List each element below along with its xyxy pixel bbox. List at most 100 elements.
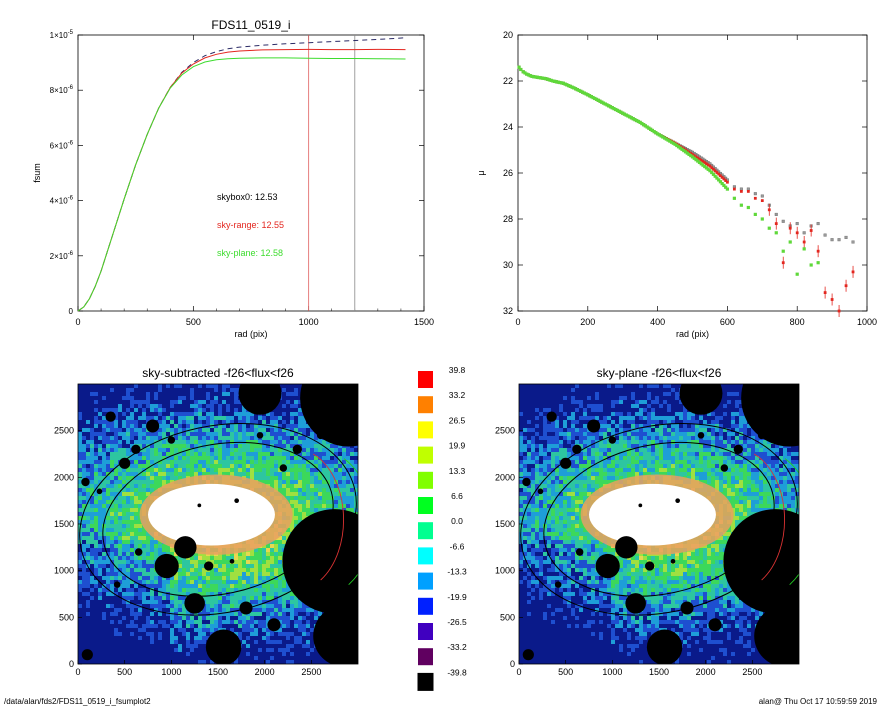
sky-subtracted-pixel [190, 620, 194, 624]
sky-subtracted-pixel [110, 572, 114, 576]
sky-subtracted-pixel [170, 456, 174, 460]
sky-subtracted-pixel [246, 552, 250, 556]
sky-subtracted-pixel [174, 636, 178, 640]
sky-subtracted-pixel [322, 468, 326, 472]
sky-subtracted-pixel [290, 592, 294, 596]
sky-subtracted-pixel [222, 392, 226, 396]
sky-subtracted-pixel [194, 624, 198, 628]
sky-subtracted-pixel [206, 444, 210, 448]
sky-subtracted-pixel [130, 392, 134, 396]
profile-point-red [760, 199, 764, 202]
sky-subtracted-pixel [214, 396, 218, 400]
sky-subtracted-pixel [266, 588, 270, 592]
sky-subtracted-pixel [222, 396, 226, 400]
sky-subtracted-pixel [214, 404, 218, 408]
sky-subtracted-pixel [146, 476, 150, 480]
sky-subtracted-pixel [250, 440, 254, 444]
sky-subtracted-pixel [306, 616, 310, 620]
sky-subtracted-pixel [122, 548, 126, 552]
sky-subtracted-pixel [286, 420, 290, 424]
profile-point-red [746, 190, 750, 193]
sky-subtracted-pixel [102, 476, 106, 480]
sky-subtracted-pixel [270, 468, 274, 472]
sky-subtracted-pixel [282, 620, 286, 624]
sky-subtracted-pixel [258, 552, 262, 556]
sky-subtracted-pixel [122, 536, 126, 540]
sky-subtracted-pixel [78, 464, 82, 468]
sky-subtracted-pixel [158, 544, 162, 548]
sky-subtracted-pixel [114, 624, 118, 628]
sky-subtracted-pixel [138, 480, 142, 484]
sky-subtracted-pixel [258, 600, 262, 604]
sky-subtracted-pixel [162, 432, 166, 436]
sky-subtracted-pixel [294, 516, 298, 520]
sky-subtracted-pixel [190, 612, 194, 616]
profile-point-green [690, 155, 695, 159]
sky-subtracted-pixel [254, 568, 258, 572]
sky-subtracted-pixel [82, 584, 86, 588]
sky-subtracted-pixel [210, 628, 214, 632]
sky-subtracted-pixel [214, 616, 218, 620]
sky-subtracted-pixel [266, 572, 270, 576]
sky-subtracted-pixel [234, 608, 238, 612]
sky-subtracted-pixel [298, 480, 302, 484]
sky-subtracted-pixel [326, 456, 330, 460]
sky-subtracted-pixel [270, 412, 274, 416]
sky-subtracted-pixel [234, 432, 238, 436]
sky-subtracted-pixel [218, 388, 222, 392]
profile-point-green [544, 77, 548, 81]
profile-point-grey [802, 231, 806, 235]
sky-subtracted-pixel [238, 564, 242, 568]
sky-subtracted-pixel [78, 440, 82, 444]
sky-subtracted-pixel [130, 612, 134, 616]
sky-subtracted-pixel [206, 452, 210, 456]
sky-subtracted-pixel [114, 460, 118, 464]
sky-subtracted-pixel [226, 424, 230, 428]
sky-subtracted-pixel [302, 492, 306, 496]
sky-subtracted-pixel [266, 448, 270, 452]
sky-subtracted-pixel [350, 500, 354, 504]
sky-subtracted-pixel [218, 624, 222, 628]
sky-subtracted-pixel [182, 632, 186, 636]
sky-subtracted-pixel [94, 524, 98, 528]
sky-subtracted-pixel [186, 468, 190, 472]
sky-subtracted-pixel [334, 456, 338, 460]
sky-subtracted-pixel [106, 504, 110, 508]
sky-subtracted-pixel [94, 588, 98, 592]
sky-subtracted-pixel [186, 460, 190, 464]
sky-subtracted-pixel [82, 452, 86, 456]
sky-subtracted-pixel [302, 500, 306, 504]
sky-subtracted-pixel [230, 384, 234, 388]
sky-subtracted-pixel [182, 420, 186, 424]
sky-subtracted-pixel [122, 628, 126, 632]
sky-subtracted-pixel [190, 392, 194, 396]
profile-point-green [711, 172, 716, 176]
fsum-ytick-label: 0 [69, 307, 74, 316]
sky-subtracted-pixel [106, 384, 110, 388]
sky-subtracted-pixel [278, 444, 282, 448]
sky-subtracted-pixel [166, 608, 170, 612]
sky-subtracted-pixel [162, 608, 166, 612]
profile-point-red [753, 196, 757, 200]
sky-subtracted-pixel [154, 556, 158, 560]
sky-subtracted-pixel [334, 448, 338, 452]
sky-subtracted-pixel [170, 600, 174, 604]
sky-subtracted-pixel [210, 584, 214, 588]
sky-subtracted-pixel [98, 384, 102, 388]
sky-subtracted-pixel [98, 516, 102, 520]
sky-subtracted-pixel [282, 536, 286, 540]
sky-subtracted-pixel [98, 500, 102, 504]
sky-subtracted-pixel [270, 600, 274, 604]
sky-subtracted-pixel [250, 556, 254, 560]
sky-subtracted-pixel [154, 596, 158, 600]
sky-subtracted-pixel [82, 404, 86, 408]
sky-subtracted-pixel [122, 492, 126, 496]
sky-subtracted-pixel [190, 564, 194, 568]
sky-subtracted-pixel [218, 472, 222, 476]
sky-subtracted-pixel [138, 488, 142, 492]
sky-subtracted-pixel [278, 596, 282, 600]
sky-subtracted-pixel [262, 632, 266, 636]
sky-subtracted-pixel [162, 404, 166, 408]
sky-subtracted-pixel [258, 548, 262, 552]
sky-subtracted-pixel [326, 496, 330, 500]
